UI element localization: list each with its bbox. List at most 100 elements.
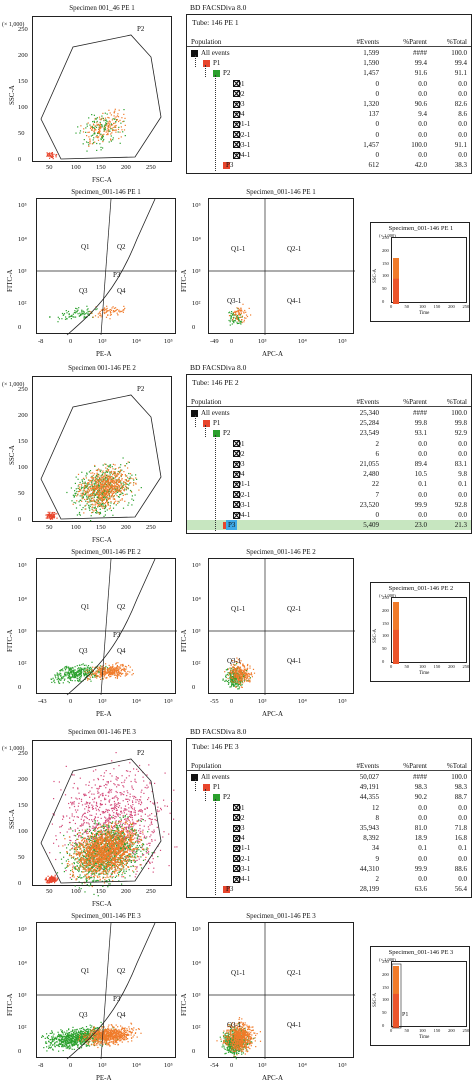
row-name: Q4-1 <box>236 511 251 519</box>
y-tick: 150 <box>382 620 389 626</box>
p3-orange-events-dot <box>94 485 96 487</box>
table-row-q2-1[interactable]: Q2-1 0 0.0 0.0 <box>187 130 471 140</box>
p2-green-events-dot <box>86 150 88 152</box>
green-events-dot <box>74 673 76 675</box>
p3-orange-events-dot <box>110 139 112 141</box>
p3-orange-events-dot <box>121 483 123 485</box>
table-row-p1[interactable]: P1 25,284 99.8 99.8 <box>187 418 471 428</box>
time-ssc-plot[interactable] <box>391 237 467 304</box>
orange-events-dot <box>238 311 240 313</box>
p2-green-events-dot <box>94 820 96 822</box>
pink-events-dot <box>151 861 153 863</box>
p3-orange-events-dot <box>95 479 97 481</box>
table-row-q4-1[interactable]: Q4-1 0 0.0 0.0 <box>187 150 471 160</box>
pink-events-dot <box>112 825 114 828</box>
green-events-dot <box>78 674 80 676</box>
y-axis-label: SSC-A <box>373 268 378 283</box>
orange-events-dot <box>101 670 103 672</box>
p2-green-events-dot <box>128 827 130 829</box>
time-ssc-plot[interactable] <box>391 597 467 664</box>
table-row-q2[interactable]: Q2 6 0.0 0.0 <box>187 449 471 459</box>
table-row-q3-1[interactable]: Q3-1 1,457 100.0 91.1 <box>187 140 471 150</box>
pink-events-dot <box>95 833 97 835</box>
pe-fitc-plot[interactable]: Q1 Q2 Q3 Q4 P3 <box>36 558 177 696</box>
p3-orange-events-dot <box>129 473 132 475</box>
green-events-dot <box>77 668 79 670</box>
p2-green-events-dot <box>122 507 125 509</box>
p3-orange-events-dot <box>98 479 100 481</box>
y-tick: 100 <box>18 104 28 111</box>
p3-orange-events-dot <box>112 124 114 126</box>
p2-green-events-dot <box>124 858 126 861</box>
pink-events-dot <box>66 831 68 833</box>
p3-orange-events-dot <box>88 131 90 133</box>
p2-green-events-dot <box>81 492 83 494</box>
p3-orange-events-dot <box>110 472 112 474</box>
orange-events-dot <box>110 671 112 673</box>
p2-green-events-dot <box>86 878 88 880</box>
pink-events-dot <box>103 785 105 787</box>
p1-red-events-dot <box>51 515 53 517</box>
table-row-p2[interactable]: P2 23,549 93.1 92.9 <box>187 428 471 438</box>
pink-events-dot <box>150 819 152 821</box>
table-row-p3[interactable]: P3 5,409 23.0 21.3 <box>187 520 471 531</box>
table-row-all-events[interactable]: All events 1,599 #### 100.0 <box>187 48 471 58</box>
pink-events-dot <box>73 816 75 818</box>
table-row-q1[interactable]: Q1 0 0.0 0.0 <box>187 79 471 89</box>
y-tick: 50 <box>382 286 387 292</box>
table-row-p1[interactable]: P1 1,590 99.4 99.4 <box>187 58 471 68</box>
p2-green-events-dot <box>77 126 79 128</box>
apc-fitc-plot[interactable]: Q1-1 Q2-1 Q3-1 Q4-1 <box>208 558 355 695</box>
p3-orange-events-dot <box>111 495 113 497</box>
p2-green-events-dot <box>96 863 98 865</box>
table-row-q4[interactable]: Q4 137 9.4 8.6 <box>187 109 471 119</box>
p2-green-events-dot <box>67 844 69 846</box>
fsc-ssc-plot[interactable]: P2 <box>32 740 178 897</box>
apc-fitc-plot[interactable]: Q1-1 Q2-1 Q3-1 Q4-1 <box>208 198 355 335</box>
table-row-q4-1[interactable]: Q4-1 0 0.0 0.0 <box>187 510 471 520</box>
orange-events-dot <box>105 670 107 672</box>
p2-green-events-dot <box>93 141 95 144</box>
table-row-p3[interactable]: P3 612 42.0 38.3 <box>187 160 471 170</box>
p2-green-events-dot <box>102 871 104 873</box>
table-row-q3-1[interactable]: Q3-1 23,520 99.9 92.8 <box>187 500 471 510</box>
table-row-all-events[interactable]: All events 25,340 #### 100.0 <box>187 408 471 418</box>
table-row-q1[interactable]: Q1 2 0.0 0.0 <box>187 439 471 449</box>
population-table: Tube: 146 PE 1 Population #Events %Parent %T… <box>186 14 472 174</box>
table-row-q1-1[interactable]: Q1-1 0 0.0 0.0 <box>187 119 471 129</box>
fsc-ssc-plot[interactable]: P2 <box>32 376 172 522</box>
orange-events-dot <box>237 670 239 672</box>
p3-orange-events-dot <box>118 467 120 469</box>
p2-green-events-dot <box>134 494 136 496</box>
orange-events-dot <box>102 670 104 672</box>
table-row-p2[interactable]: P2 1,457 91.6 91.1 <box>187 68 471 78</box>
p2-green-events-dot <box>116 827 118 829</box>
p2-green-events-dot <box>91 836 93 838</box>
pe-fitc-plot[interactable]: Q1 Q2 Q3 Q4 P3 <box>36 198 177 336</box>
table-row-q3[interactable]: Q3 1,320 90.6 82.6 <box>187 99 471 109</box>
p3-orange-events-dot <box>104 493 106 495</box>
table-row-q4[interactable]: Q4 2,480 10.5 9.8 <box>187 469 471 479</box>
pink-events-dot <box>123 812 125 814</box>
pink-events-dot <box>149 824 151 826</box>
pink-events-dot <box>70 801 72 803</box>
pink-events-dot <box>160 807 162 809</box>
p3-orange-events-dot <box>101 490 103 492</box>
table-row-q2[interactable]: Q2 0 0.0 0.0 <box>187 89 471 99</box>
p2-green-events-dot <box>137 834 139 836</box>
green-events-dot <box>96 675 98 678</box>
green-events-dot <box>67 677 69 679</box>
p2-green-events-dot <box>99 124 101 126</box>
pink-events-dot <box>126 798 128 800</box>
table-row-q2-1[interactable]: Q2-1 7 0.0 0.0 <box>187 490 471 500</box>
time-plot-frame[interactable]: Specimen_001-146 PE 2 (× 1,000) SSC-A 0 50 10… <box>370 582 470 682</box>
p2-green-events-dot <box>115 493 117 495</box>
col-events: #Events <box>356 38 379 46</box>
time-plot-frame[interactable]: Specimen_001-146 PE 1 (× 1,000) SSC-A 0 50 10… <box>370 222 470 322</box>
green-events-dot <box>68 677 70 679</box>
p3-orange-events-dot <box>88 489 90 491</box>
p2-green-events-dot <box>120 860 122 862</box>
table-row-q3[interactable]: Q3 21,055 89.4 83.1 <box>187 459 471 469</box>
fsc-ssc-plot[interactable]: P2 <box>32 16 172 162</box>
table-row-q1-1[interactable]: Q1-1 22 0.1 0.1 <box>187 479 471 489</box>
